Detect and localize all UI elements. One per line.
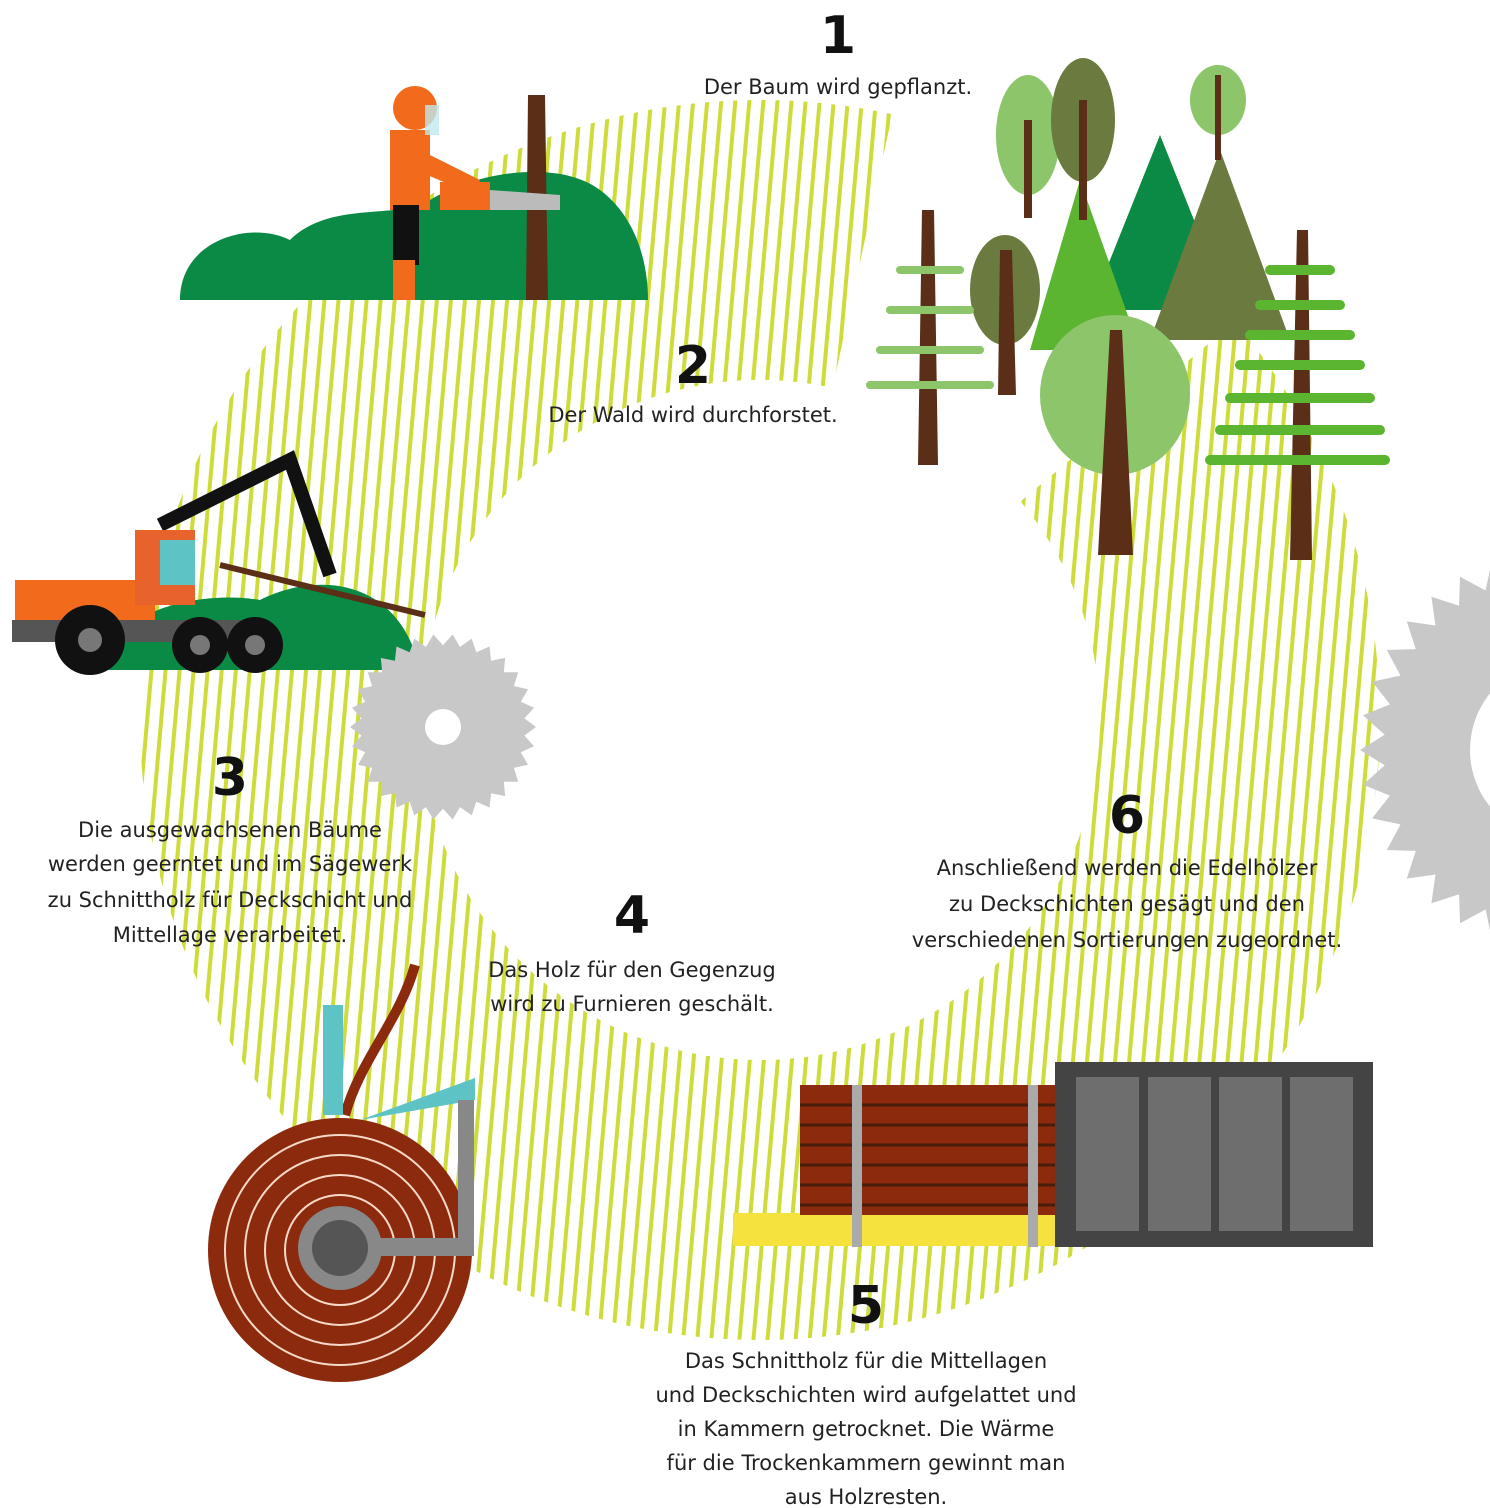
drying-chamber	[733, 1062, 1373, 1247]
step-number: 5	[848, 1276, 884, 1336]
step-text: Anschließend werden die Edelhölzer	[937, 856, 1318, 880]
step-text: Das Holz für den Gegenzug	[488, 958, 776, 982]
step-number: 4	[614, 886, 650, 946]
step-text: wird zu Furnieren geschält.	[490, 992, 774, 1016]
step-text: Der Wald wird durchforstet.	[548, 403, 837, 427]
step-number: 6	[1109, 786, 1145, 846]
step-text: für die Trockenkammern gewinnt man	[667, 1451, 1066, 1475]
step-text: zu Deckschichten gesägt und den	[949, 892, 1305, 916]
step-text: Das Schnittholz für die Mittellagen	[685, 1349, 1047, 1373]
step-number: 2	[675, 336, 711, 396]
step-number: 3	[212, 748, 248, 808]
infographic: 1 Der Baum wird gepflanzt. 2 Der Wald wird …	[0, 0, 1490, 1508]
step-text: Der Baum wird gepflanzt.	[704, 75, 972, 99]
saw-hub	[425, 709, 461, 745]
step-text: in Kammern getrocknet. Die Wärme	[678, 1417, 1055, 1441]
step-text: verschiedenen Sortierungen zugeordnet.	[912, 928, 1342, 952]
step-text: zu Schnittholz für Deckschicht und	[48, 888, 413, 912]
page: 1 Der Baum wird gepflanzt. 2 Der Wald wird …	[0, 0, 1490, 1508]
forest	[870, 58, 1385, 560]
saw-blade	[1360, 550, 1490, 950]
step-text: aus Holzresten.	[785, 1485, 947, 1508]
step-text: und Deckschichten wird aufgelattet und	[655, 1383, 1076, 1407]
step-text: Die ausgewachsenen Bäume	[78, 818, 382, 842]
step-text: werden geerntet und im Sägewerk	[48, 852, 413, 876]
step-number: 1	[820, 6, 856, 66]
step-text: Mittellage verarbeitet.	[113, 923, 347, 947]
